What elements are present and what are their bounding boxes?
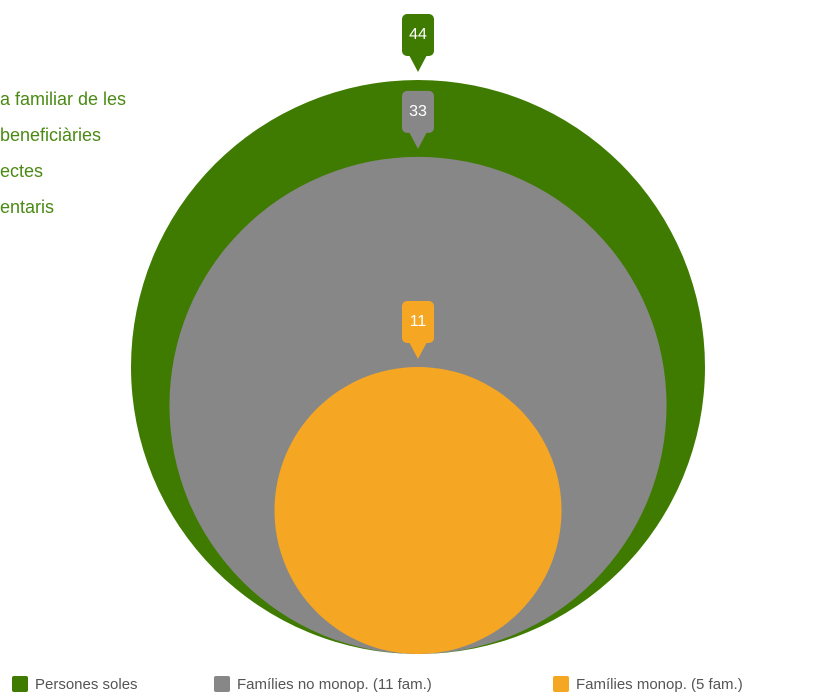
legend-swatch — [553, 676, 569, 692]
chart-title: a familiar de les — [0, 89, 126, 109]
value-callout — [402, 301, 434, 343]
value-label: 33 — [409, 103, 427, 120]
legend-label: Persones soles — [35, 676, 138, 693]
circle — [274, 367, 562, 654]
value-callout-pointer — [409, 55, 427, 72]
value-callout — [402, 14, 434, 56]
value-label: 11 — [410, 313, 427, 330]
value-callout-pointer — [409, 131, 427, 149]
value-callout-pointer — [409, 342, 427, 359]
legend-label: Famílies no monop. (11 fam.) — [237, 676, 432, 693]
value-label: 44 — [409, 26, 427, 43]
legend-swatch — [12, 676, 28, 692]
chart-title: ectes — [0, 161, 43, 181]
value-callout — [402, 90, 434, 133]
legend-swatch — [214, 676, 230, 692]
legend-label: Famílies monop. (5 fam.) — [576, 676, 743, 693]
chart-title: beneficiàries — [0, 125, 101, 145]
chart-title: entaris — [0, 197, 54, 217]
